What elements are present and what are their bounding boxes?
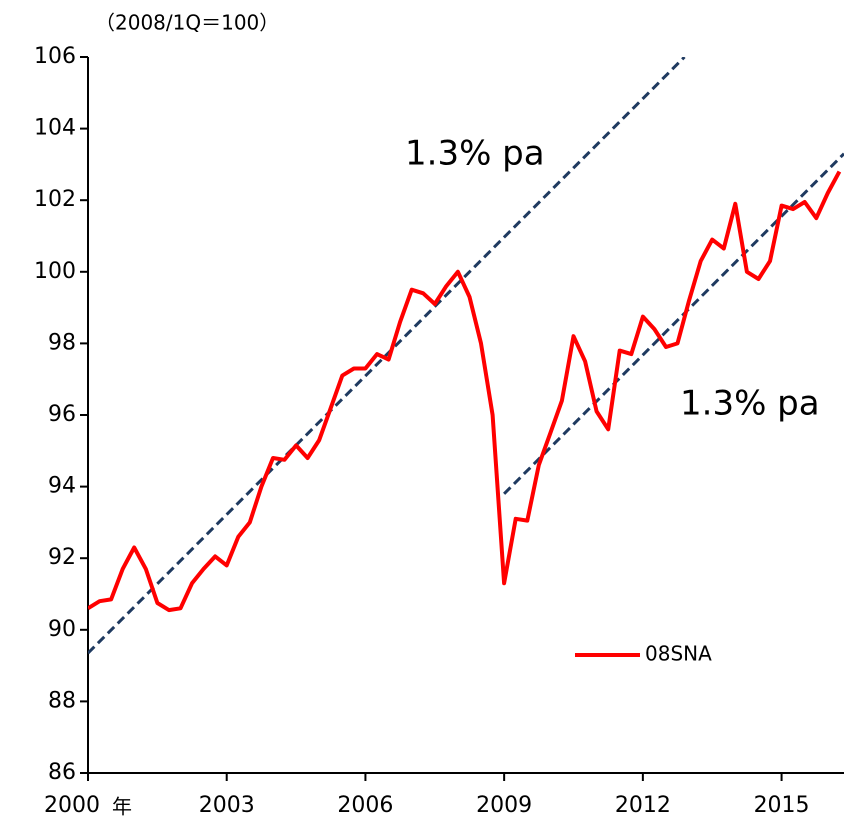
- y-tick-label: 96: [48, 402, 76, 427]
- y-unit-label: （2008/1Q＝100）: [95, 11, 279, 35]
- x-tick-label: 2000: [44, 793, 100, 818]
- legend-label: 08SNA: [645, 642, 712, 666]
- y-tick-label: 100: [34, 259, 76, 284]
- y-tick-label: 94: [48, 474, 76, 499]
- trend-line: [503, 152, 844, 495]
- annotation: 1.3% pa: [405, 134, 545, 174]
- x-tick-label: 2009: [476, 793, 532, 818]
- line: [88, 170, 842, 613]
- x-tick-label: 2015: [754, 793, 810, 818]
- y-tick-label: 86: [48, 760, 76, 785]
- y-tick-label: 98: [48, 330, 76, 355]
- y-tick-label: 102: [34, 187, 76, 212]
- y-tick-label: 92: [48, 545, 76, 570]
- x-tick-label: 2006: [337, 793, 393, 818]
- y-tick-label: 106: [34, 44, 76, 69]
- trend-line: [88, 57, 686, 655]
- y-tick-label: 90: [48, 617, 76, 642]
- x-unit-label: 年: [112, 795, 132, 819]
- x-tick-label: 2003: [199, 793, 255, 818]
- y-tick-label: 104: [34, 116, 76, 141]
- y-tick-label: 88: [48, 688, 76, 713]
- annotation: 1.3% pa: [680, 384, 820, 424]
- x-tick-label: 2012: [615, 793, 671, 818]
